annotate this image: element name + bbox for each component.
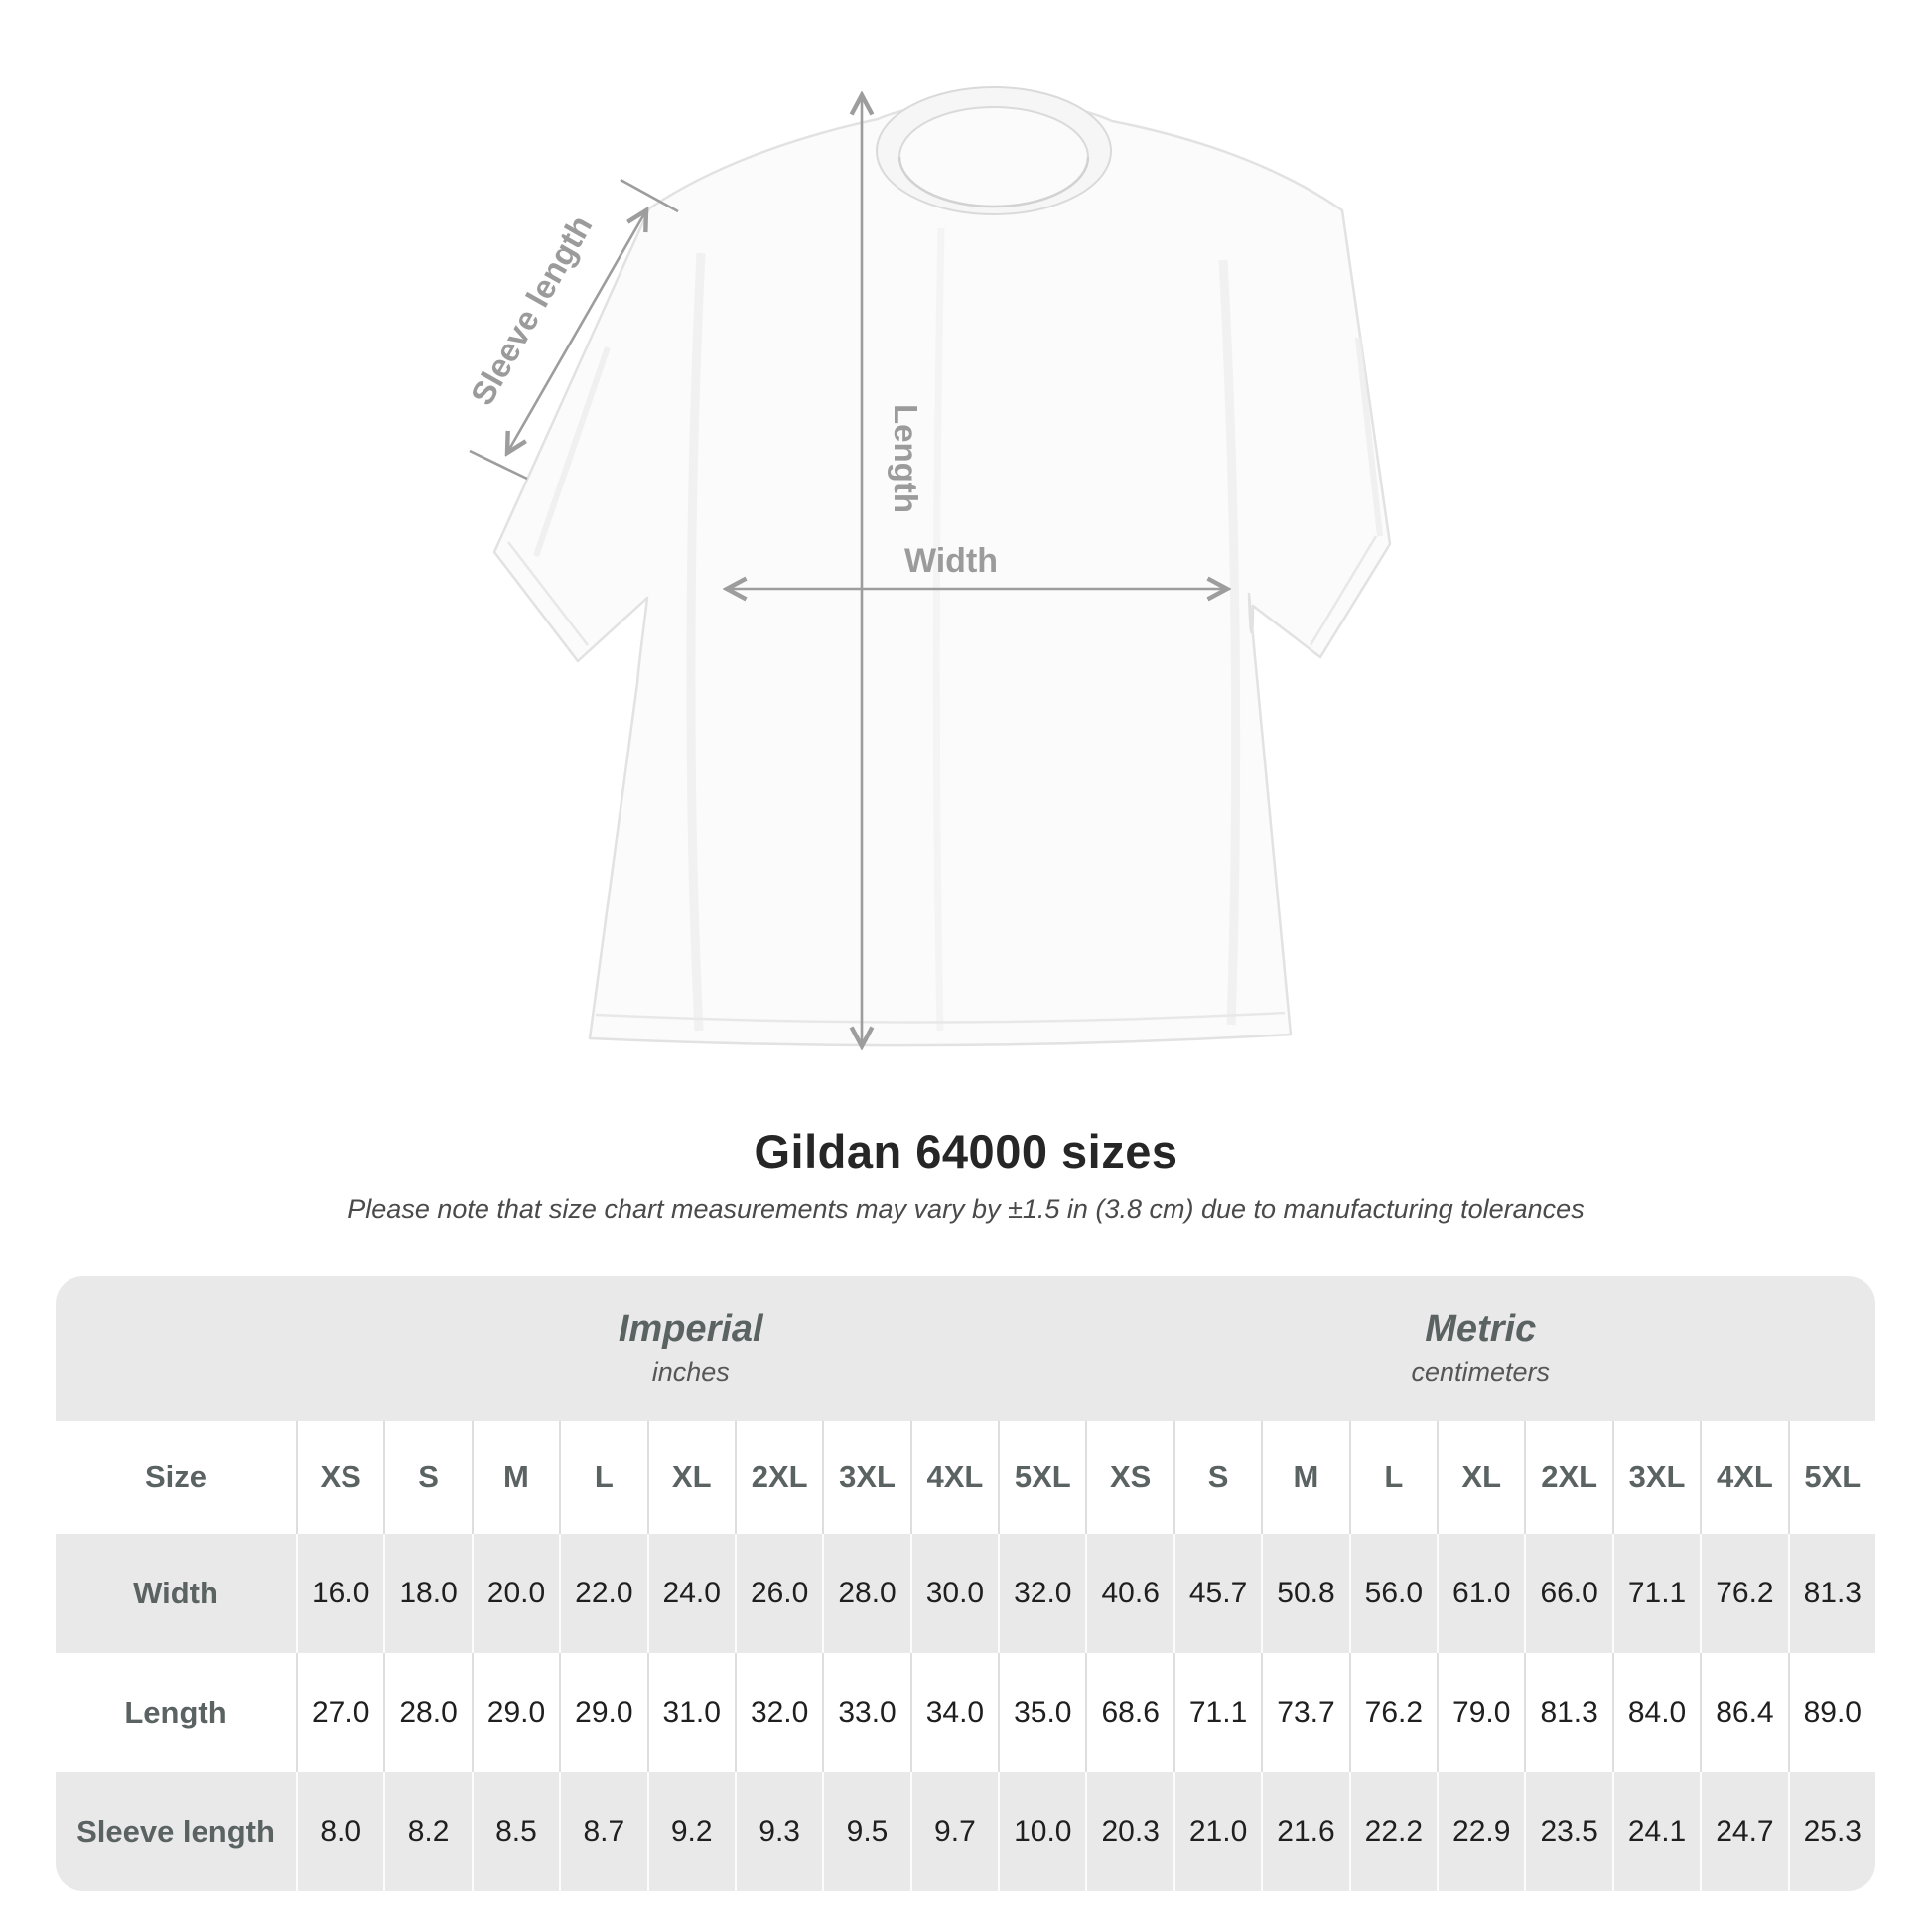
size-col-header: 4XL [909,1421,998,1534]
value-cell: 18.0 [383,1534,471,1653]
value-cell: 45.7 [1173,1534,1261,1653]
value-cell: 61.0 [1437,1534,1524,1653]
sleeve-length-row: Sleeve length 8.0 8.2 8.5 8.7 9.2 9.3 9.… [56,1772,1875,1891]
page-title: Gildan 64000 sizes [754,1125,1178,1177]
row-label: Sleeve length [76,1814,275,1849]
value-cell: 9.7 [909,1772,998,1891]
value-cell: 23.5 [1524,1772,1611,1891]
value-cell: 30.0 [909,1534,998,1653]
value-cell: 32.0 [734,1653,822,1772]
value-cell: 24.1 [1611,1772,1700,1891]
value-cell: 8.0 [296,1772,383,1891]
value-cell: 10.0 [998,1772,1085,1891]
value-cell: 89.0 [1787,1653,1875,1772]
value-cell: 29.0 [559,1653,646,1772]
tolerance-note: Please note that size chart measurements… [347,1194,1585,1224]
value-cell: 50.8 [1261,1534,1348,1653]
value-cell: 16.0 [296,1534,383,1653]
size-table: Imperial inches Metric centimeters Size … [56,1276,1875,1891]
imperial-group-name: Imperial [618,1309,763,1350]
value-cell: 25.3 [1787,1772,1875,1891]
value-cell: 22.0 [559,1534,646,1653]
value-cell: 9.3 [734,1772,822,1891]
size-header-label: Size [144,1459,207,1494]
value-cell: 8.5 [471,1772,559,1891]
row-label: Length [124,1695,227,1729]
value-cell: 76.2 [1348,1653,1437,1772]
value-cell: 71.1 [1173,1653,1261,1772]
value-cell: 29.0 [471,1653,559,1772]
size-col-header: 3XL [1611,1421,1700,1534]
tshirt-illustration [492,86,1392,1047]
value-cell: 35.0 [998,1653,1085,1772]
length-row: Length 27.0 28.0 29.0 29.0 31.0 32.0 33.… [56,1653,1875,1772]
value-cell: 31.0 [646,1653,735,1772]
size-col-header: XL [1437,1421,1524,1534]
value-cell: 20.3 [1085,1772,1173,1891]
size-col-header: 2XL [1524,1421,1611,1534]
row-label: Width [133,1576,218,1610]
value-cell: 33.0 [822,1653,909,1772]
size-header-row: Size XS S M L XL 2XL 3XL 4XL 5XL XS S M … [56,1421,1875,1534]
value-cell: 34.0 [909,1653,998,1772]
value-cell: 8.7 [559,1772,646,1891]
metric-group-header: Metric centimeters [1086,1276,1876,1421]
size-col-header: L [1348,1421,1437,1534]
size-col-header: XS [1085,1421,1173,1534]
value-cell: 81.3 [1524,1653,1611,1772]
size-col-header: 2XL [734,1421,822,1534]
size-col-header: S [383,1421,471,1534]
value-cell: 40.6 [1085,1534,1173,1653]
metric-group-name: Metric [1425,1309,1537,1350]
value-cell: 56.0 [1348,1534,1437,1653]
value-cell: 68.6 [1085,1653,1173,1772]
size-col-header: S [1173,1421,1261,1534]
value-cell: 24.7 [1700,1772,1787,1891]
value-cell: 73.7 [1261,1653,1348,1772]
size-col-header: 5XL [998,1421,1085,1534]
value-cell: 27.0 [296,1653,383,1772]
width-label: Width [904,542,998,580]
value-cell: 9.5 [822,1772,909,1891]
unit-group-band: Imperial inches Metric centimeters [56,1276,1875,1421]
value-cell: 86.4 [1700,1653,1787,1772]
size-col-header: M [471,1421,559,1534]
size-col-header: 5XL [1787,1421,1875,1534]
size-col-header: XS [296,1421,383,1534]
value-cell: 20.0 [471,1534,559,1653]
sleeve-length-dimension [469,178,679,481]
value-cell: 22.2 [1348,1772,1437,1891]
value-cell: 22.9 [1437,1772,1524,1891]
tshirt-diagram: Sleeve length Length Width [464,86,1392,1112]
length-label: Length [888,404,924,513]
width-row: Width 16.0 18.0 20.0 22.0 24.0 26.0 28.0… [56,1534,1875,1653]
value-cell: 66.0 [1524,1534,1611,1653]
size-col-header: M [1261,1421,1348,1534]
value-cell: 21.6 [1261,1772,1348,1891]
value-cell: 24.0 [646,1534,735,1653]
metric-group-unit: centimeters [1411,1357,1551,1387]
size-col-header: 3XL [822,1421,909,1534]
value-cell: 28.0 [822,1534,909,1653]
band-spacer [56,1276,296,1421]
imperial-group-header: Imperial inches [296,1276,1086,1421]
value-cell: 9.2 [646,1772,735,1891]
value-cell: 84.0 [1611,1653,1700,1772]
size-col-header: XL [646,1421,735,1534]
value-cell: 71.1 [1611,1534,1700,1653]
value-cell: 26.0 [734,1534,822,1653]
value-cell: 76.2 [1700,1534,1787,1653]
value-cell: 79.0 [1437,1653,1524,1772]
value-cell: 21.0 [1173,1772,1261,1891]
value-cell: 32.0 [998,1534,1085,1653]
value-cell: 81.3 [1787,1534,1875,1653]
imperial-group-unit: inches [651,1357,730,1387]
value-cell: 28.0 [383,1653,471,1772]
size-col-header: 4XL [1700,1421,1787,1534]
value-cell: 8.2 [383,1772,471,1891]
size-col-header: L [559,1421,646,1534]
